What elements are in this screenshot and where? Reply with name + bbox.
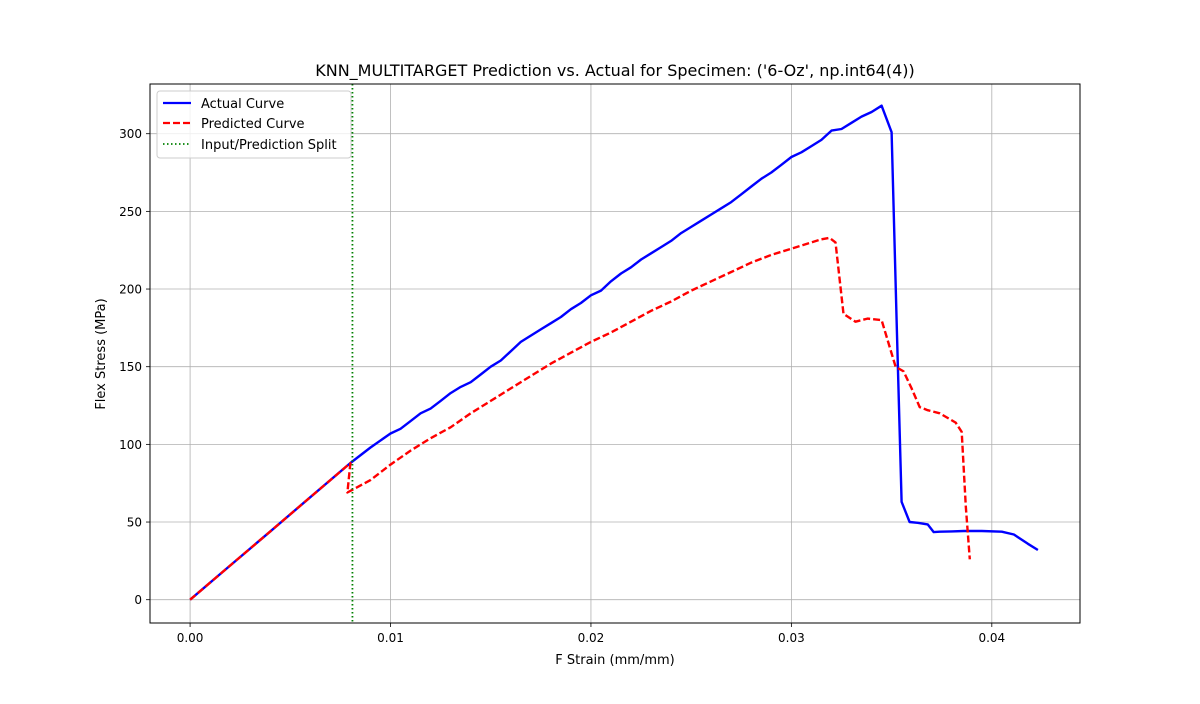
grid-lines xyxy=(150,84,1080,623)
y-tick-label: 100 xyxy=(119,438,142,452)
legend-label-predicted: Predicted Curve xyxy=(201,117,305,132)
legend: Actual Curve Predicted Curve Input/Predi… xyxy=(156,90,352,159)
x-tick-label: 0.02 xyxy=(578,631,605,645)
x-tick-label: 0.01 xyxy=(377,631,404,645)
legend-box xyxy=(156,90,352,159)
x-axis-label: F Strain (mm/mm) xyxy=(555,653,674,668)
predicted-curve-line xyxy=(189,236,971,601)
y-tick-label: 150 xyxy=(119,360,142,374)
legend-label-actual: Actual Curve xyxy=(201,97,284,112)
chart-title: KNN_MULTITARGET Prediction vs. Actual fo… xyxy=(315,61,915,81)
series-layer xyxy=(189,84,1039,623)
actual-curve-line xyxy=(189,104,1039,601)
y-tick-label: 300 xyxy=(119,127,142,141)
y-axis-label: Flex Stress (MPa) xyxy=(94,298,109,409)
plot-frame xyxy=(149,83,1081,624)
legend-label-split: Input/Prediction Split xyxy=(201,138,337,153)
y-axis-ticks: 0 50 100 150 200 250 300 xyxy=(119,127,150,607)
x-tick-label: 0.04 xyxy=(978,631,1005,645)
y-tick-label: 50 xyxy=(127,516,142,530)
x-axis-ticks: 0.00 0.01 0.02 0.03 0.04 xyxy=(177,623,1005,645)
y-tick-label: 200 xyxy=(119,283,142,297)
x-tick-label: 0.03 xyxy=(778,631,805,645)
x-tick-label: 0.00 xyxy=(177,631,204,645)
y-tick-label: 0 xyxy=(134,593,142,607)
y-tick-label: 250 xyxy=(119,205,142,219)
